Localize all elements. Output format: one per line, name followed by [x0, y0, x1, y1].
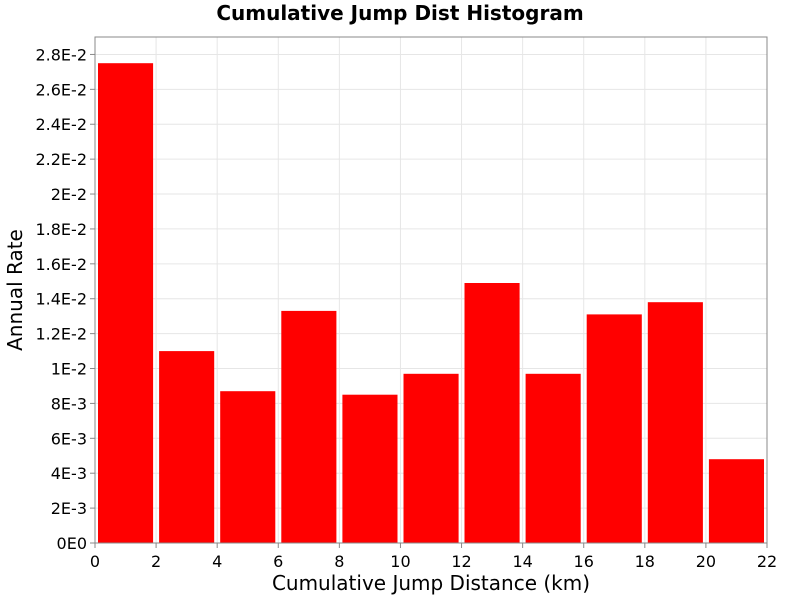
y-tick-label: 2.4E-2	[35, 115, 87, 134]
histogram-bar	[586, 314, 642, 543]
histogram-bar	[281, 310, 337, 543]
y-tick-label: 1.4E-2	[35, 290, 87, 309]
y-axis-ticks: 0E0 2E-3 4E-3 6E-3 8E-3 1E-2 1.2E-2 1.4E-2 1.6E-…	[35, 45, 95, 553]
y-tick-label: 2.6E-2	[35, 80, 87, 99]
x-axis-ticks: 0 2 4 6 8 10 12 14 16 18 20 22	[90, 543, 777, 571]
x-tick-label: 0	[90, 552, 100, 571]
histogram-bar	[220, 391, 276, 543]
x-tick-label: 12	[451, 552, 471, 571]
x-tick-label: 14	[512, 552, 532, 571]
histogram-bar	[464, 283, 520, 543]
histogram-bar	[647, 302, 703, 543]
y-tick-label: 2.2E-2	[35, 150, 87, 169]
histogram-bar	[98, 63, 154, 543]
y-tick-label: 4E-3	[51, 464, 87, 483]
y-tick-label: 1.6E-2	[35, 255, 87, 274]
y-axis-label: Annual Rate	[3, 229, 27, 351]
histogram-bar	[342, 394, 398, 543]
bars-layer	[98, 63, 764, 543]
x-tick-label: 18	[635, 552, 655, 571]
plot-frame	[94, 36, 768, 544]
x-tick-label: 20	[696, 552, 716, 571]
histogram-bar	[708, 459, 764, 543]
y-tick-label: 2E-2	[51, 185, 87, 204]
y-tick-label: 1.8E-2	[35, 220, 87, 239]
y-tick-label: 1E-2	[51, 360, 87, 379]
y-tick-label: 2.8E-2	[35, 45, 87, 64]
x-tick-label: 4	[212, 552, 222, 571]
y-tick-label: 2E-3	[51, 499, 87, 518]
histogram-bar	[403, 373, 459, 543]
x-tick-label: 6	[273, 552, 283, 571]
x-tick-label: 8	[334, 552, 344, 571]
y-tick-label: 6E-3	[51, 429, 87, 448]
x-tick-label: 16	[574, 552, 594, 571]
y-tick-label: 8E-3	[51, 394, 87, 413]
y-tick-label: 0E0	[57, 534, 87, 553]
x-tick-label: 22	[757, 552, 777, 571]
histogram-bar	[525, 373, 581, 543]
x-tick-label: 10	[390, 552, 410, 571]
y-tick-label: 1.2E-2	[35, 325, 87, 344]
x-axis-label: Cumulative Jump Distance (km)	[272, 571, 590, 595]
x-tick-label: 2	[151, 552, 161, 571]
chart-title: Cumulative Jump Dist Histogram	[216, 1, 583, 25]
histogram-bar	[159, 351, 215, 543]
